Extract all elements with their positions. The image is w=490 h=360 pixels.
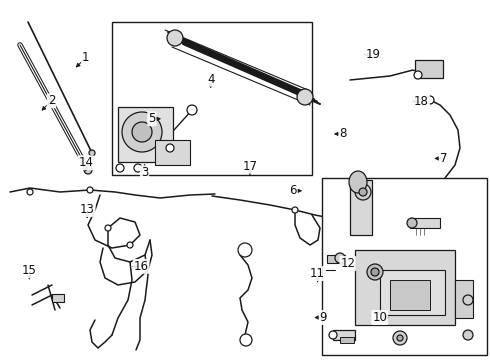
Text: 17: 17 — [243, 160, 257, 173]
Bar — [390, 280, 430, 310]
Circle shape — [359, 188, 367, 196]
Bar — [52, 294, 64, 302]
Text: 2: 2 — [48, 94, 55, 107]
Text: 7: 7 — [440, 152, 447, 165]
Bar — [455, 280, 473, 318]
Circle shape — [355, 184, 371, 200]
Circle shape — [238, 243, 252, 257]
Text: 15: 15 — [22, 264, 37, 277]
Text: 13: 13 — [80, 203, 95, 216]
Circle shape — [166, 144, 174, 152]
Bar — [118, 107, 173, 162]
Bar — [155, 140, 190, 165]
Circle shape — [87, 187, 93, 193]
Bar — [415, 60, 443, 78]
Text: 9: 9 — [319, 311, 327, 324]
Text: 5: 5 — [148, 112, 156, 125]
Circle shape — [116, 164, 124, 172]
Circle shape — [463, 330, 473, 340]
Text: 11: 11 — [310, 267, 325, 280]
Bar — [410, 218, 440, 228]
Circle shape — [393, 331, 407, 345]
Circle shape — [167, 30, 183, 46]
Bar — [327, 255, 345, 263]
Text: 16: 16 — [134, 260, 148, 273]
Bar — [333, 330, 355, 340]
Text: 10: 10 — [372, 311, 387, 324]
Circle shape — [426, 96, 434, 104]
Circle shape — [84, 166, 92, 174]
Text: 1: 1 — [82, 51, 90, 64]
Text: 19: 19 — [366, 48, 381, 61]
Circle shape — [105, 225, 111, 231]
Circle shape — [240, 334, 252, 346]
Circle shape — [297, 89, 313, 105]
Circle shape — [89, 150, 95, 156]
Circle shape — [371, 268, 379, 276]
Circle shape — [132, 122, 152, 142]
Text: 3: 3 — [141, 166, 148, 179]
Circle shape — [134, 164, 142, 172]
Circle shape — [367, 264, 383, 280]
Bar — [340, 337, 354, 343]
Bar — [350, 180, 372, 235]
Text: 14: 14 — [78, 156, 93, 169]
Circle shape — [187, 105, 197, 115]
Circle shape — [27, 189, 33, 195]
Text: 18: 18 — [414, 95, 429, 108]
Ellipse shape — [349, 171, 367, 193]
Circle shape — [127, 242, 133, 248]
Circle shape — [407, 218, 417, 228]
Circle shape — [122, 112, 162, 152]
Bar — [355, 250, 455, 325]
Circle shape — [463, 295, 473, 305]
Bar — [112, 22, 312, 175]
Text: 8: 8 — [339, 127, 347, 140]
Text: 12: 12 — [341, 257, 355, 270]
Bar — [322, 178, 487, 355]
Text: 6: 6 — [289, 184, 297, 197]
Circle shape — [329, 331, 337, 339]
Circle shape — [397, 335, 403, 341]
Text: 4: 4 — [207, 73, 215, 86]
Bar — [380, 270, 445, 315]
Circle shape — [414, 71, 422, 79]
Circle shape — [292, 207, 298, 213]
Circle shape — [335, 253, 345, 263]
